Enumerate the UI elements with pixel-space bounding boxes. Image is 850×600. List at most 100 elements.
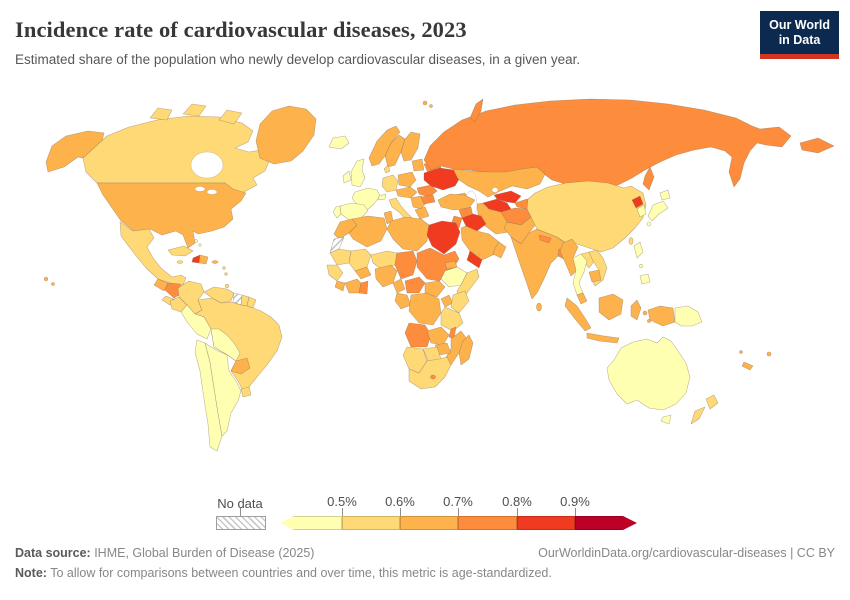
country-chad[interactable] xyxy=(394,250,418,280)
country-indonesia-sulawesi[interactable] xyxy=(630,299,642,321)
country-central-african-republic[interactable] xyxy=(404,276,426,294)
country-kenya[interactable] xyxy=(450,290,470,314)
country-iceland[interactable] xyxy=(328,135,350,150)
country-switzerland[interactable] xyxy=(377,193,387,201)
country-senegal[interactable] xyxy=(326,264,344,282)
country-baltics[interactable] xyxy=(411,158,425,172)
country-canada-arctic-1[interactable] xyxy=(149,107,173,121)
country-jamaica[interactable] xyxy=(176,260,184,264)
country-sakhalin[interactable] xyxy=(642,166,655,191)
country-libya[interactable] xyxy=(386,216,430,252)
country-germany[interactable] xyxy=(381,174,399,193)
country-spain[interactable] xyxy=(339,202,369,221)
country-cuba[interactable] xyxy=(167,245,194,257)
country-japan-hokkaido[interactable] xyxy=(659,189,671,201)
country-north-korea[interactable] xyxy=(631,195,644,209)
country-new-zealand-north[interactable] xyxy=(705,394,719,410)
country-ukraine[interactable] xyxy=(423,167,462,191)
legend-bucket-1[interactable] xyxy=(280,516,342,530)
country-yemen[interactable] xyxy=(466,250,483,269)
country-argentina[interactable] xyxy=(204,342,242,437)
legend-bucket-5[interactable] xyxy=(517,516,575,530)
country-bolivia[interactable] xyxy=(210,328,241,362)
country-novaya-zemlya[interactable] xyxy=(469,98,484,123)
country-svalbard-2[interactable] xyxy=(429,104,433,108)
country-jordan-israel[interactable] xyxy=(451,215,463,229)
country-turkey[interactable] xyxy=(437,193,476,211)
country-norway[interactable] xyxy=(368,125,401,167)
country-south-africa[interactable] xyxy=(408,356,452,390)
country-niger[interactable] xyxy=(370,250,398,270)
country-sierra-leone[interactable] xyxy=(334,280,346,292)
country-madagascar[interactable] xyxy=(458,334,474,366)
country-nepal[interactable] xyxy=(538,234,552,244)
legend-bucket-2[interactable] xyxy=(342,516,400,530)
country-mauritania[interactable] xyxy=(329,248,352,266)
country-malaysia[interactable] xyxy=(576,292,588,305)
country-philippines-mindanao[interactable] xyxy=(639,273,651,285)
country-china[interactable] xyxy=(526,180,647,253)
country-haiti[interactable] xyxy=(191,254,201,264)
country-papua-new-guinea[interactable] xyxy=(674,305,703,327)
country-greenland[interactable] xyxy=(255,105,317,165)
country-cameroon[interactable] xyxy=(392,278,406,294)
legend-bucket-4[interactable] xyxy=(458,516,517,530)
country-central-europe[interactable] xyxy=(395,186,418,199)
country-ireland[interactable] xyxy=(342,170,352,184)
country-fiji[interactable] xyxy=(766,351,772,357)
country-canada-arctic-3[interactable] xyxy=(218,109,243,125)
country-uruguay[interactable] xyxy=(240,386,252,398)
country-sri-lanka[interactable] xyxy=(536,302,542,312)
country-egypt[interactable] xyxy=(426,220,461,255)
country-mexico[interactable] xyxy=(119,221,187,286)
no-data-swatch[interactable] xyxy=(216,516,266,530)
country-vanuatu[interactable] xyxy=(739,350,743,354)
country-russia-chukotka[interactable] xyxy=(799,137,835,154)
country-poland[interactable] xyxy=(397,171,417,188)
country-new-zealand-south[interactable] xyxy=(690,406,706,425)
country-zambia[interactable] xyxy=(426,326,450,346)
country-svalbard-1[interactable] xyxy=(422,100,428,106)
country-new-caledonia[interactable] xyxy=(741,361,754,371)
country-japan-honshu[interactable] xyxy=(647,200,669,222)
country-taiwan[interactable] xyxy=(628,237,634,245)
country-burkina-faso[interactable] xyxy=(354,266,372,280)
country-japan-kyushu[interactable] xyxy=(646,221,652,227)
country-finland[interactable] xyxy=(400,131,421,162)
country-indonesia-maluku-1[interactable] xyxy=(642,310,648,316)
country-greece[interactable] xyxy=(414,206,430,220)
country-romania[interactable] xyxy=(416,184,438,198)
country-congo[interactable] xyxy=(394,292,412,310)
country-south-sudan[interactable] xyxy=(424,280,446,298)
country-ghana[interactable] xyxy=(358,280,369,295)
country-hawaii-2[interactable] xyxy=(51,282,55,286)
country-lesotho[interactable] xyxy=(430,374,436,380)
country-cambodia[interactable] xyxy=(588,269,602,283)
country-tasmania[interactable] xyxy=(660,414,672,425)
country-kazakhstan[interactable] xyxy=(452,166,546,198)
country-ivory-coast[interactable] xyxy=(344,278,362,294)
country-indonesia-papua[interactable] xyxy=(647,305,676,327)
country-philippines-visayas[interactable] xyxy=(638,263,644,269)
country-hawaii-1[interactable] xyxy=(43,276,49,282)
country-philippines-luzon[interactable] xyxy=(633,241,644,259)
country-canada-arctic-2[interactable] xyxy=(182,103,207,117)
country-lesser-antilles-1[interactable] xyxy=(222,266,226,270)
country-south-korea[interactable] xyxy=(636,204,647,218)
country-indonesia-borneo[interactable] xyxy=(598,293,624,321)
country-indonesia-maluku-2[interactable] xyxy=(647,319,651,323)
country-puerto-rico[interactable] xyxy=(211,260,219,264)
country-lesser-antilles-2[interactable] xyxy=(224,272,228,276)
country-guatemala[interactable] xyxy=(153,278,169,292)
country-mali[interactable] xyxy=(348,248,372,272)
country-paraguay[interactable] xyxy=(230,357,251,375)
country-dominican-republic[interactable] xyxy=(198,254,209,265)
country-thailand[interactable] xyxy=(572,253,588,296)
country-portugal[interactable] xyxy=(332,205,342,219)
country-angola[interactable] xyxy=(404,322,432,348)
country-indonesia-sumatra[interactable] xyxy=(564,297,592,332)
country-algeria[interactable] xyxy=(348,215,388,248)
legend-bucket-3[interactable] xyxy=(400,516,458,530)
country-dr-congo[interactable] xyxy=(408,292,442,326)
country-oman[interactable] xyxy=(492,241,507,259)
